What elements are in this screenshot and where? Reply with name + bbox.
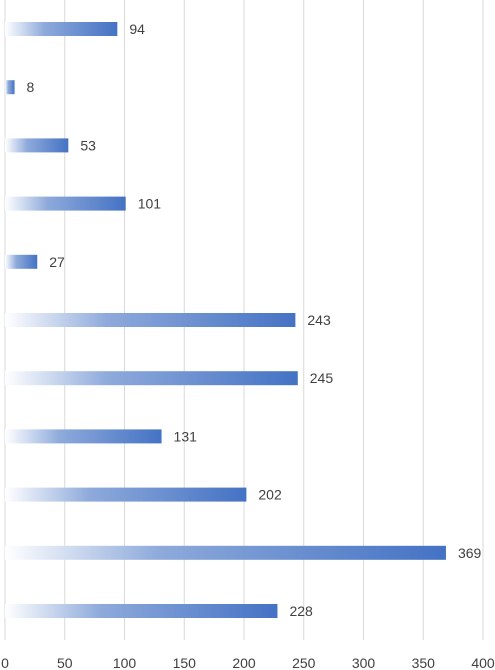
bar bbox=[5, 545, 446, 560]
bar-value-label: 369 bbox=[458, 545, 482, 561]
x-tick-label: 250 bbox=[292, 655, 316, 670]
bar-value-label: 94 bbox=[129, 21, 145, 37]
bar-value-label: 53 bbox=[80, 137, 96, 153]
bar bbox=[5, 487, 247, 502]
x-tick-label: 150 bbox=[173, 655, 197, 670]
bar-value-label: 27 bbox=[49, 254, 65, 270]
bar bbox=[5, 371, 298, 386]
bar bbox=[5, 138, 69, 153]
bar bbox=[5, 196, 126, 211]
x-tick-label: 100 bbox=[113, 655, 137, 670]
bar bbox=[5, 254, 38, 269]
bar-value-label: 228 bbox=[289, 603, 313, 619]
bar-value-label: 245 bbox=[310, 370, 334, 386]
bar-value-label: 243 bbox=[307, 312, 331, 328]
data-labels: 94 8 53 101 27 243 245 131 202 369 228 bbox=[27, 21, 482, 619]
bar-value-label: 101 bbox=[138, 196, 162, 212]
bar bbox=[5, 22, 118, 36]
bar-value-label: 8 bbox=[27, 79, 35, 95]
x-tick-label: 0 bbox=[1, 655, 9, 670]
x-tick-label: 300 bbox=[352, 655, 376, 670]
x-axis-ticks: 0 50 100 150 200 250 300 350 400 bbox=[1, 655, 495, 670]
x-tick-label: 200 bbox=[232, 655, 256, 670]
bars bbox=[5, 22, 446, 618]
x-tick-label: 50 bbox=[57, 655, 73, 670]
bar bbox=[5, 429, 162, 444]
bar bbox=[5, 313, 296, 327]
x-tick-label: 350 bbox=[412, 655, 436, 670]
bar bbox=[5, 604, 278, 618]
x-tick-label: 400 bbox=[471, 655, 495, 670]
bar-value-label: 131 bbox=[174, 428, 198, 444]
bar-value-label: 202 bbox=[258, 487, 282, 503]
bar bbox=[5, 80, 15, 95]
